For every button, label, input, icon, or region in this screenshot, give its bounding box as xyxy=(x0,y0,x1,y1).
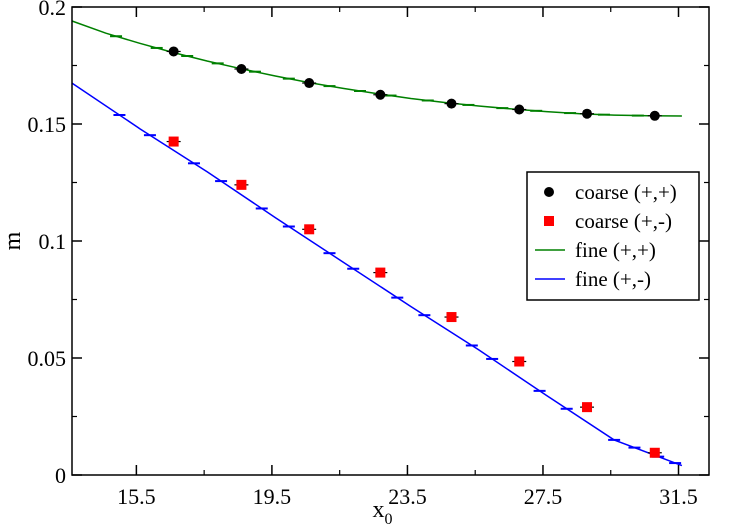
x-axis-label-subscript: 0 xyxy=(385,511,393,528)
y-tick-label: 0.2 xyxy=(39,0,67,20)
data-point xyxy=(168,136,179,147)
data-point xyxy=(375,267,386,278)
legend-label: coarse (+,+) xyxy=(575,180,677,204)
legend-label: coarse (+,-) xyxy=(575,209,672,233)
legend-marker xyxy=(544,216,554,226)
data-point xyxy=(446,312,457,323)
series-line xyxy=(71,20,682,117)
y-tick-label: 0 xyxy=(55,463,66,488)
y-axis-label: m xyxy=(0,231,26,250)
y-tick-label: 0.1 xyxy=(39,229,67,254)
legend: coarse (+,+) coarse (+,-) fine (+,+) fine (… xyxy=(526,171,700,301)
x-tick-label: 27.5 xyxy=(524,484,563,509)
legend-label: fine (+,+) xyxy=(575,238,656,262)
legend-marker xyxy=(544,187,554,197)
x-tick-label: 15.5 xyxy=(117,484,156,509)
data-point xyxy=(649,447,660,458)
data-point xyxy=(582,402,593,413)
data-point xyxy=(236,179,247,190)
y-tick-label: 0.15 xyxy=(28,112,67,137)
legend-label: fine (+,-) xyxy=(575,267,651,291)
series-line xyxy=(71,82,683,467)
x-axis-label: x0 xyxy=(373,497,393,528)
y-tick-label: 0.05 xyxy=(28,346,67,371)
data-point xyxy=(514,356,525,367)
x-axis-label-main: x xyxy=(373,497,385,523)
data-point xyxy=(304,224,315,235)
x-tick-label: 31.5 xyxy=(659,484,698,509)
x-tick-label: 19.5 xyxy=(253,484,292,509)
x-tick-label: 23.5 xyxy=(388,484,427,509)
